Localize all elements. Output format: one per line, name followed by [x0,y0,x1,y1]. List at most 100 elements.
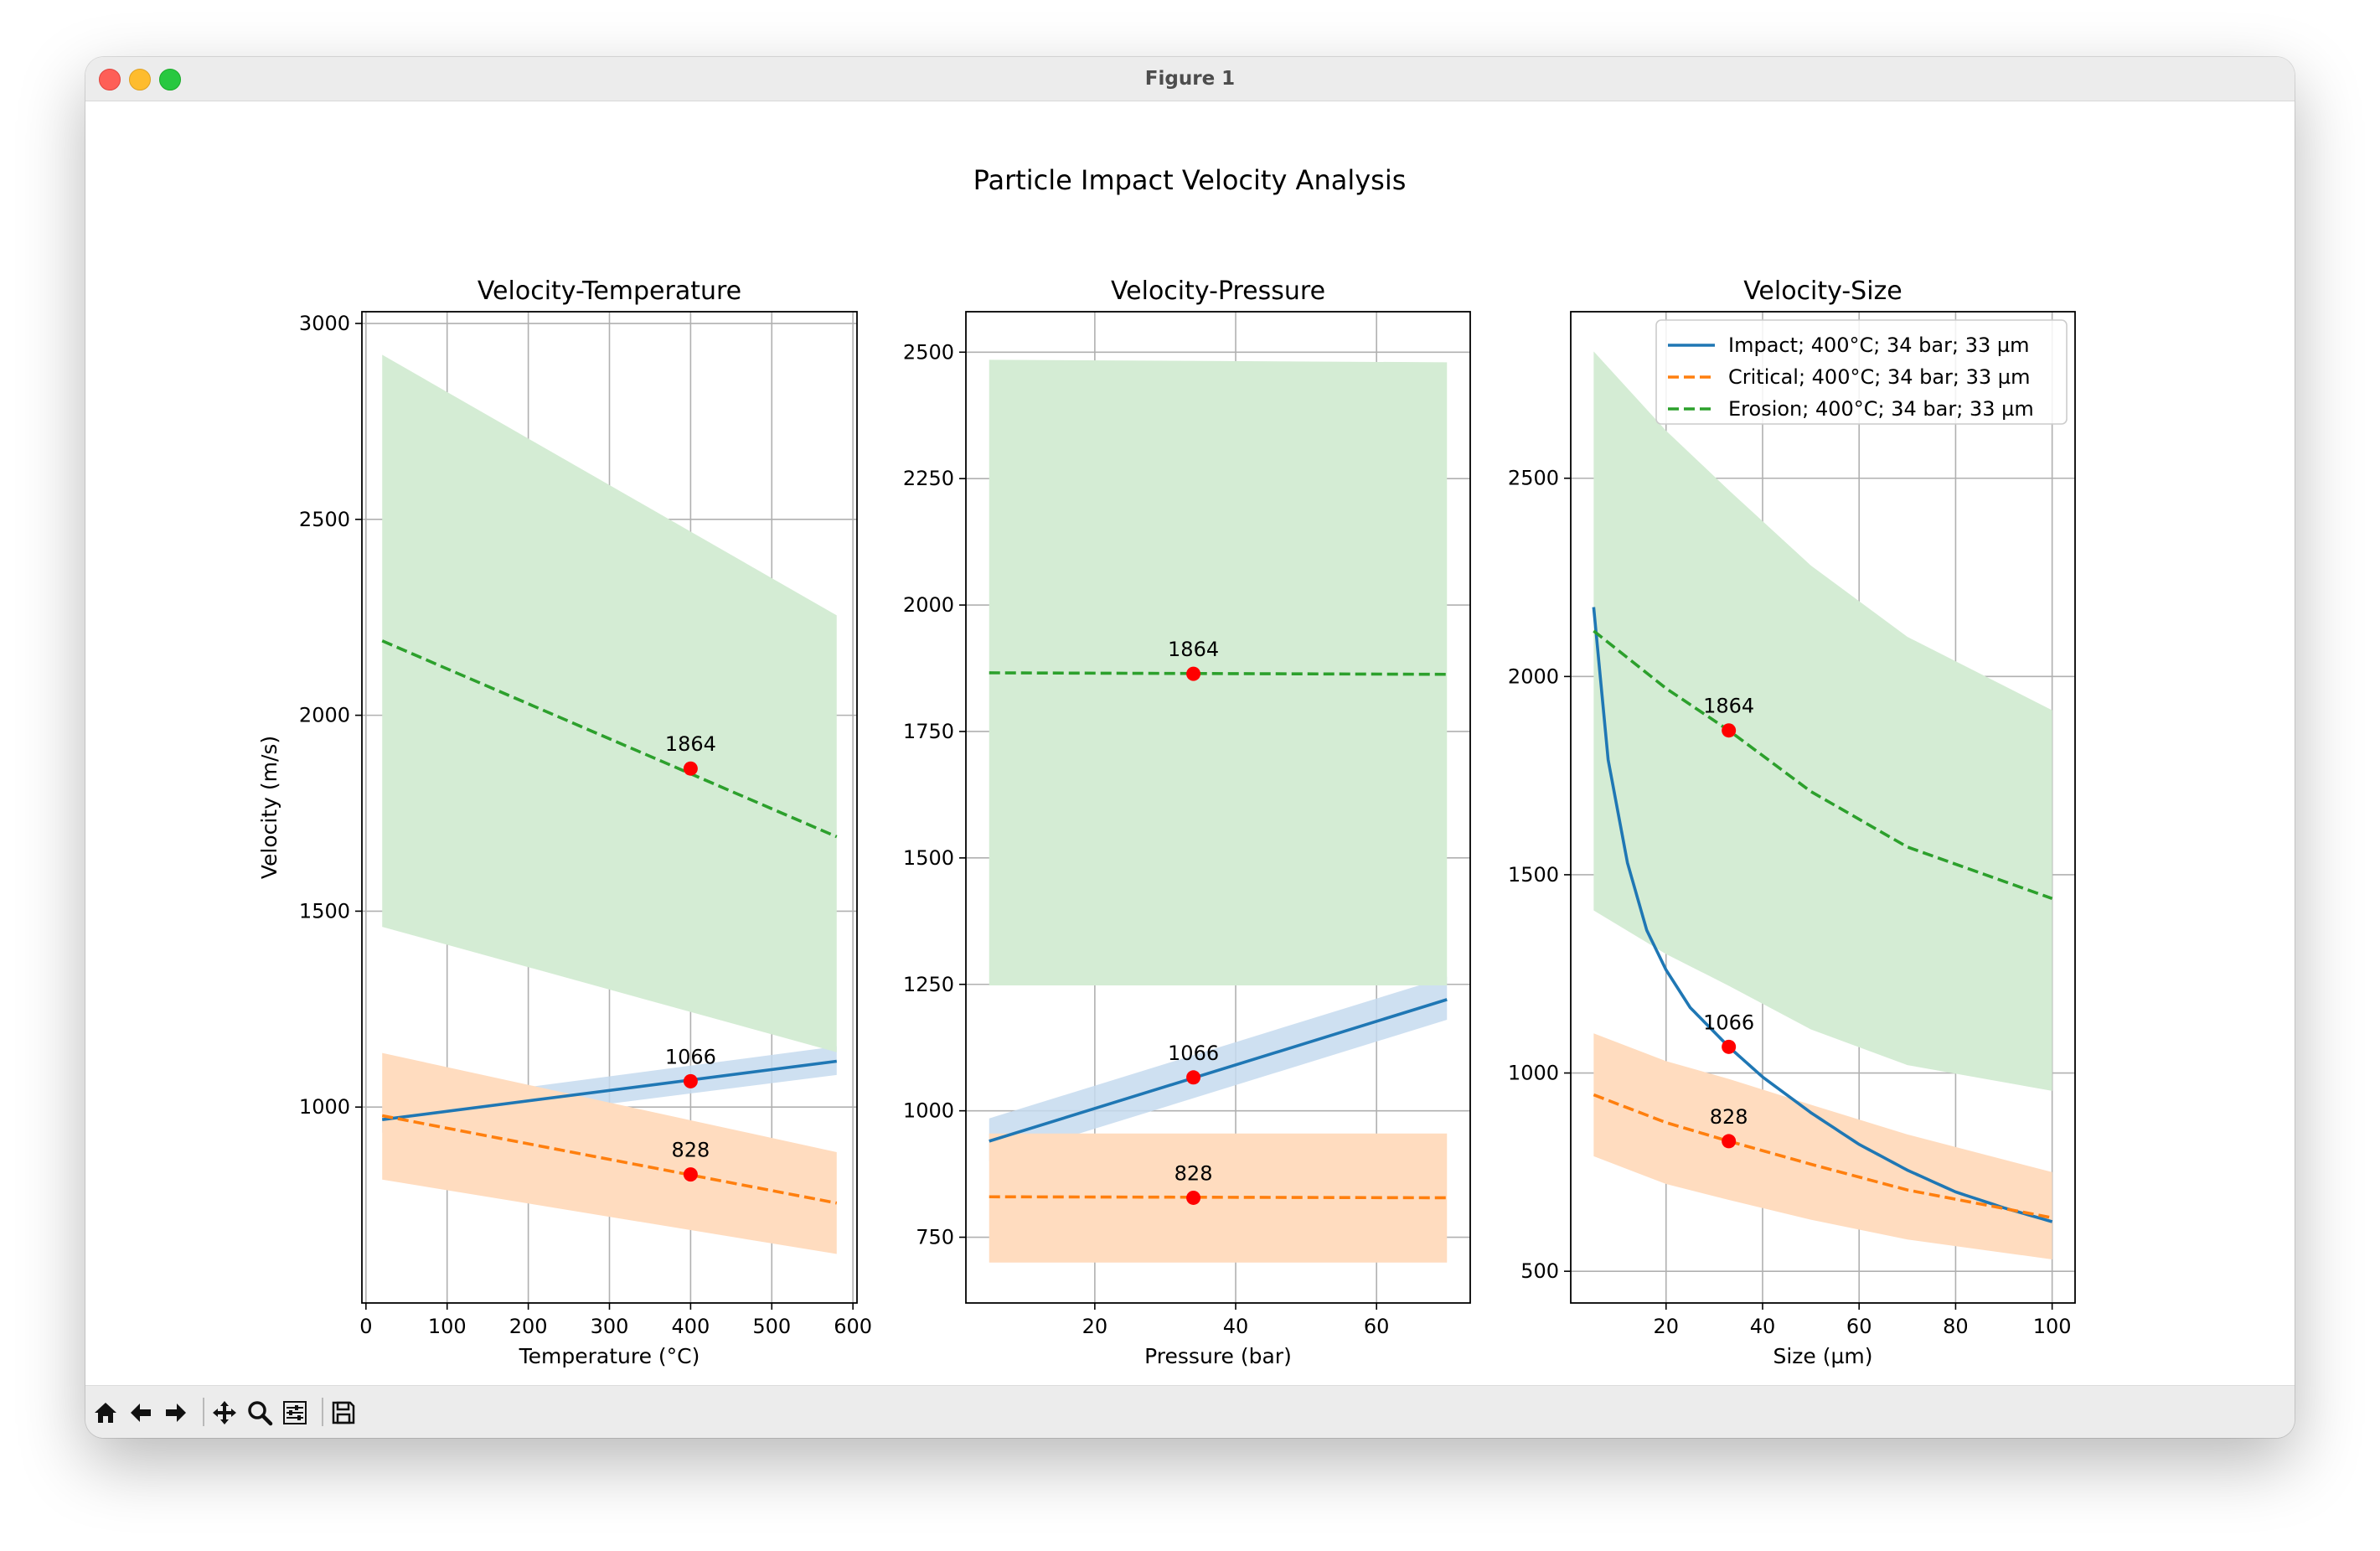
axes-frame [965,311,1471,1304]
y-tick-label: 2000 [299,704,350,727]
x-tick-label: 400 [671,1315,710,1338]
y-tick-label: 1000 [1508,1062,1559,1085]
navigation-toolbar [85,1385,2295,1438]
reference-point-label: 1066 [1168,1042,1219,1065]
y-tick-label: 1000 [903,1099,954,1123]
reference-point-label: 828 [1175,1161,1213,1185]
legend: Impact; 400°C; 34 bar; 33 µm Critical; 40… [1655,319,2068,425]
erosion-series-line [1593,629,2053,901]
y-tick-label: 1500 [299,899,350,923]
y-tick-label: 2500 [903,340,954,364]
y-tick-label: 2250 [903,467,954,490]
back-arrow-icon [131,1404,151,1422]
x-tick-label: 40 [1750,1315,1776,1338]
minimize-window-button[interactable] [129,69,151,90]
maximize-window-button[interactable] [159,69,181,90]
erosion-series-line [989,671,1448,676]
reference-point-marker [1186,666,1201,681]
x-tick-label: 200 [509,1315,548,1338]
figure-canvas: Particle Impact Velocity Analysis 1864 10… [257,164,2076,1368]
configure-subplots-button[interactable] [280,1398,310,1428]
plot-area [989,359,1448,1263]
y-tick-label: 750 [916,1226,954,1249]
critical-uncertainty-band [382,1052,837,1254]
x-tick-label: 20 [1082,1315,1108,1338]
y-tick-label: 2500 [1508,467,1559,490]
pan-button[interactable] [209,1398,240,1428]
configure-subplots-icon [283,1401,307,1424]
legend-label-impact: Impact; 400°C; 34 bar; 33 µm [1728,333,2030,357]
x-axis-label: Pressure (bar) [1144,1344,1292,1368]
x-tick-label: 60 [1846,1315,1872,1338]
reference-point-label: 828 [671,1139,710,1162]
plot-area [381,354,838,1254]
x-tick-label: 100 [428,1315,467,1338]
toolbar-separator [203,1398,204,1426]
erosion-uncertainty-band [382,354,837,1052]
impact-series-line [381,1059,838,1121]
reference-point-marker [1186,1070,1201,1085]
y-tick-label: 2000 [903,593,954,617]
legend-label-erosion: Erosion; 400°C; 34 bar; 33 µm [1728,397,2034,421]
y-tick-label: 2500 [299,508,350,531]
impact-series-line [989,998,1448,1143]
figure-window: Figure 1 Particle Impact Velocity Analys… [85,57,2295,1438]
critical-uncertainty-band [1593,1033,2052,1259]
subplot-2: 1864 1066 828 20 40 60 750 1000 1250 1500 1750 2000… [903,277,1471,1368]
back-button[interactable] [126,1398,156,1428]
figure-suptitle: Particle Impact Velocity Analysis [973,164,1407,196]
x-axis-label: Size (µm) [1773,1344,1872,1368]
pan-icon [213,1401,236,1424]
reference-point-label: 1066 [1703,1011,1754,1034]
y-tick-label: 2000 [1508,664,1559,688]
erosion-series-line [381,639,838,839]
x-tick-label: 80 [1943,1315,1969,1338]
window-title: Figure 1 [1144,68,1236,90]
x-tick-label: 40 [1223,1315,1249,1338]
critical-series-line [1593,1093,2052,1220]
reference-point-marker [1722,723,1737,738]
forward-arrow-icon [166,1404,186,1422]
subplot-3: 1864 1066 828 20 40 60 80 100 500 1000 1500 2000 250… [1508,277,2076,1368]
critical-series-line [381,1114,838,1205]
forward-button[interactable] [161,1398,191,1428]
y-tick-label: 1000 [299,1095,350,1119]
legend-label-critical: Critical; 400°C; 34 bar; 33 µm [1728,365,2030,389]
reference-point-marker [1186,1190,1201,1205]
reference-point-label: 1864 [665,732,716,756]
subplot-1: 1864 1066 828 0 100 200 300 400 500 600 1000 1500 20… [257,277,872,1368]
y-tick-label: 1250 [903,973,954,996]
legend-box [1655,319,2068,425]
reference-point-label: 1864 [1168,638,1219,661]
x-tick-label: 60 [1364,1315,1390,1338]
reference-point-marker [1722,1039,1737,1054]
y-tick-label: 1500 [903,846,954,870]
zoom-button[interactable] [245,1398,275,1428]
x-tick-label: 0 [359,1315,372,1338]
x-tick-label: 600 [834,1315,872,1338]
x-tick-label: 500 [752,1315,791,1338]
axes-frame [1570,311,2076,1304]
x-tick-label: 20 [1654,1315,1680,1338]
reference-point-marker [683,761,698,776]
erosion-uncertainty-band [1593,351,2052,1091]
y-axis-label: Velocity (m/s) [257,736,281,879]
y-tick-label: 1500 [1508,863,1559,887]
close-window-button[interactable] [99,69,121,90]
subplot-title: Velocity-Size [1743,277,1902,306]
save-icon [332,1401,355,1424]
y-tick-label: 500 [1520,1259,1559,1283]
title-bar: Figure 1 [85,57,2295,101]
home-icon [95,1403,116,1423]
zoom-icon [248,1401,273,1426]
home-button[interactable] [90,1398,121,1428]
subplot-title: Velocity-Temperature [478,277,741,306]
save-button[interactable] [328,1398,359,1428]
reference-point-marker [683,1073,698,1088]
reference-point-marker [683,1167,698,1182]
x-tick-label: 300 [591,1315,629,1338]
reference-point-label: 1864 [1703,695,1754,718]
y-tick-label: 1750 [903,720,954,743]
plot-area [1592,351,2053,1259]
y-tick-label: 3000 [299,312,350,335]
